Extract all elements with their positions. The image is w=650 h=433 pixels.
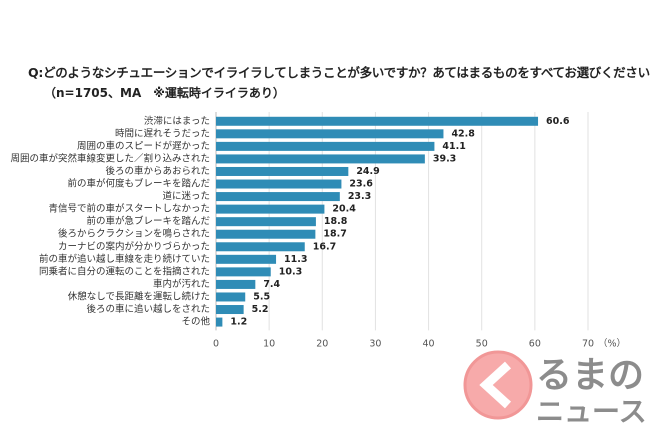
bar [216,129,444,139]
bar [216,292,246,302]
chart-title: Q:どのようなシチュエーションでイライラしてしまうことが多いですか？あてはまるも… [28,65,650,80]
data-label: 16.7 [313,241,336,252]
data-label: 18.7 [323,229,346,240]
category-label: 周囲の車のスピードが遅かった [77,140,210,152]
category-label: 前の車が急ブレーキを踏んだ [86,215,210,227]
bar [216,141,435,151]
chart-subtitle: （n=1705、MA ※運転時イライラあり） [44,86,285,100]
data-label: 5.2 [252,304,269,315]
data-label: 7.4 [263,279,280,290]
data-label: 42.8 [451,128,475,139]
bar [216,279,256,289]
bar [216,317,223,327]
data-label: 41.1 [442,141,465,152]
x-tick-label: 50 [476,338,488,349]
data-label: 23.3 [348,191,371,202]
category-label: 時間に遅れそうだった [115,128,210,139]
x-tick-label: 60 [529,338,541,349]
data-label: 20.4 [332,204,356,215]
bar [216,217,316,227]
bar [216,254,277,264]
x-tick-label: 0 [213,338,219,349]
category-label: 周囲の車が突然車線変更した／割り込みされた [10,152,210,164]
x-tick-label: 70 [582,338,594,349]
category-label: 休憩なしで長距離を運転し続けた [68,290,210,302]
data-label: 1.2 [230,317,247,328]
category-label: 渋滞にはまった [144,115,210,127]
bar [216,305,244,315]
bar [216,192,340,202]
x-tick-label: 30 [369,338,381,349]
data-label: 23.6 [349,179,373,190]
bar [216,242,305,252]
data-label: 11.3 [284,254,307,265]
category-label: 青信号で前の車がスタートしなかった [48,203,210,215]
bar [216,166,349,176]
category-label: 前の車が追い越し車線を走り続けていた [39,253,210,265]
bar [216,154,425,164]
bar [216,229,316,239]
bar [216,267,271,277]
x-tick-label: 20 [316,338,328,349]
category-label: 後ろの車に追い越しをされた [86,303,210,315]
category-label: その他 [181,316,210,328]
category-label: カーナビの案内が分かりづらかった [58,240,210,252]
data-label: 18.8 [324,216,348,227]
data-label: 60.6 [546,116,570,127]
kuruma-news-logo-icon: るまの ニュース [463,350,647,425]
x-tick-label: 10 [263,338,275,349]
bar [216,204,325,214]
x-unit-label: （%） [598,337,626,349]
data-label: 10.3 [279,266,302,277]
data-label: 39.3 [433,153,456,164]
watermark-text-bottom: ニュース [536,395,647,425]
data-label: 5.5 [253,291,270,302]
category-label: 同乗者に自分の運転のことを指摘された [39,265,210,277]
category-label: 後ろからクラクションを鳴らされた [58,228,210,240]
bar [216,116,539,126]
category-label: 道に迷った [162,190,210,202]
category-label: 後ろの車からあおられた [105,165,210,177]
category-label: 車内が汚れた [153,278,210,290]
bar [216,179,342,189]
watermark-text-top: るまの [536,355,644,396]
category-label: 前の車が何度もブレーキを踏んだ [67,178,210,190]
x-tick-label: 40 [423,338,435,349]
data-label: 24.9 [356,166,379,177]
